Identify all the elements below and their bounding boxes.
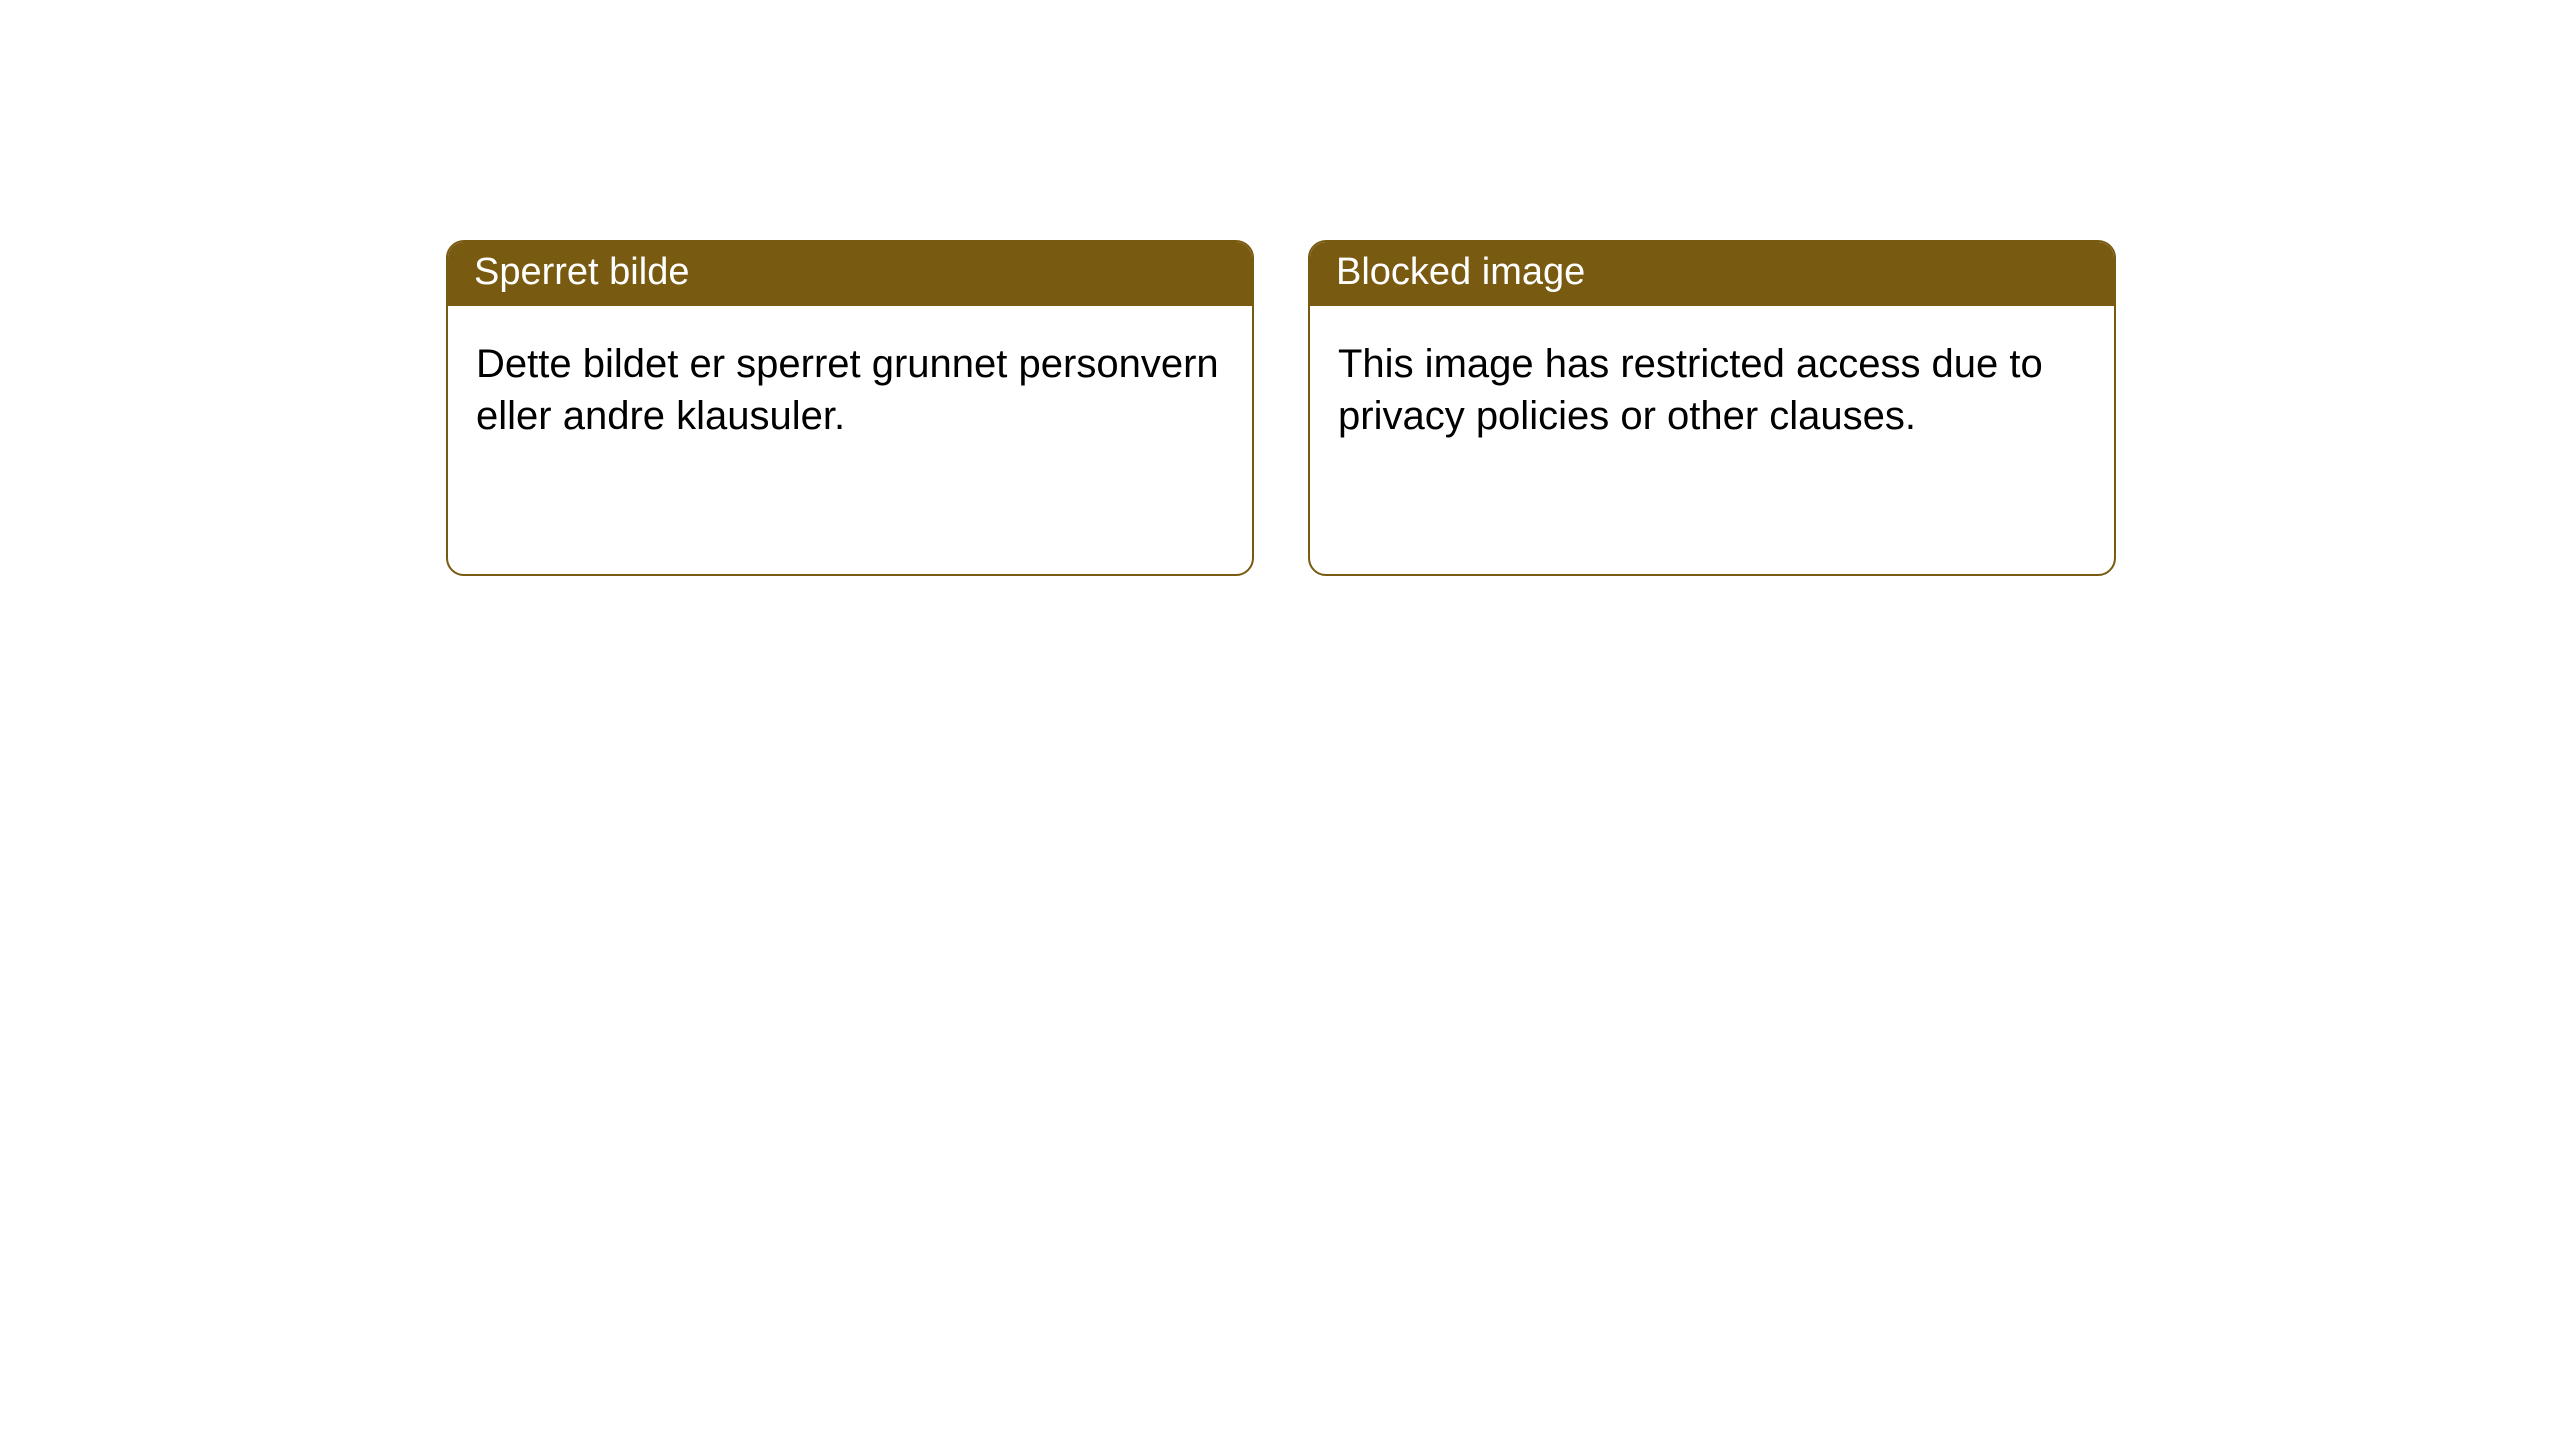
notice-header: Blocked image — [1310, 242, 2114, 306]
notice-container: Sperret bilde Dette bildet er sperret gr… — [0, 0, 2560, 576]
notice-box-norwegian: Sperret bilde Dette bildet er sperret gr… — [446, 240, 1254, 576]
notice-box-english: Blocked image This image has restricted … — [1308, 240, 2116, 576]
notice-body: This image has restricted access due to … — [1310, 306, 2114, 476]
notice-body: Dette bildet er sperret grunnet personve… — [448, 306, 1252, 476]
notice-header: Sperret bilde — [448, 242, 1252, 306]
